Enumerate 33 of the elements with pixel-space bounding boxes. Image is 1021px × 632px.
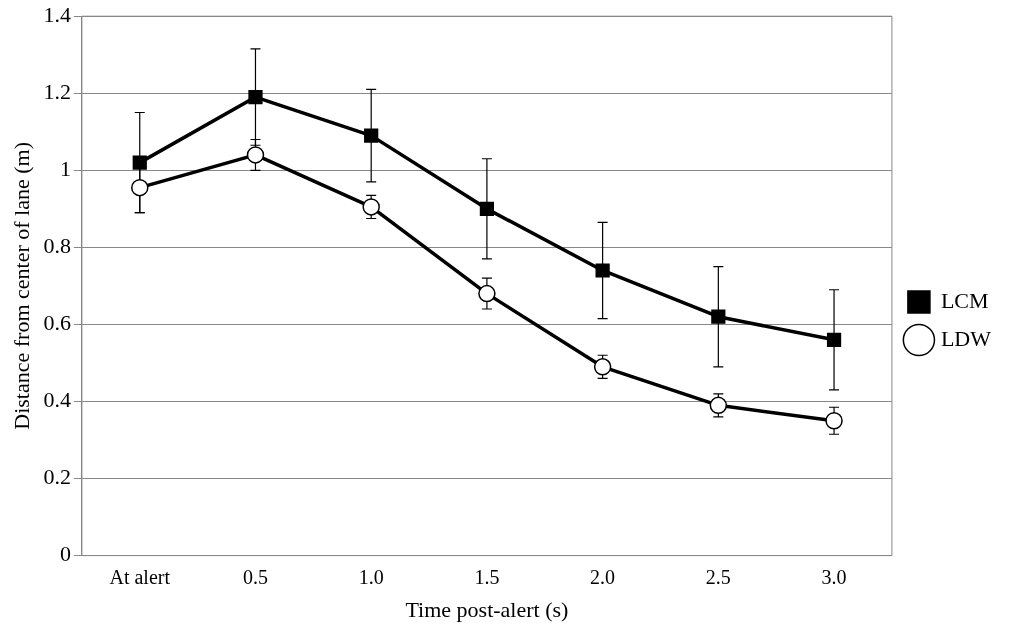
point <box>825 412 843 430</box>
x-axis-title: Time post-alert (s) <box>405 596 569 622</box>
x-tick-label: 3.0 <box>821 565 847 588</box>
point <box>478 284 496 303</box>
y-tick-label: 0.2 <box>43 464 71 490</box>
point <box>711 309 726 324</box>
x-tick-label: 0.5 <box>242 565 268 588</box>
point <box>364 128 379 143</box>
point <box>593 358 612 376</box>
point <box>131 178 149 197</box>
point <box>132 155 147 170</box>
legend-label: LCM <box>940 287 989 313</box>
point <box>362 198 380 216</box>
y-tick-label: 0.6 <box>43 310 71 336</box>
y-tick-label: 1 <box>59 156 71 182</box>
x-tick-label: 1.5 <box>474 565 500 588</box>
point <box>248 90 263 105</box>
x-tick-label: At alert <box>109 565 171 588</box>
point <box>595 263 610 278</box>
point <box>246 146 265 164</box>
point <box>826 332 842 347</box>
y-tick-label: 0 <box>59 541 71 567</box>
x-tick-label: 1.0 <box>358 565 384 588</box>
point <box>709 396 728 415</box>
y-tick-label: 1.2 <box>43 79 71 105</box>
y-tick-label: 0.8 <box>43 233 71 259</box>
point <box>479 201 495 216</box>
y-tick-label: 0.4 <box>43 387 71 413</box>
y-tick-label: 1.4 <box>43 1 71 27</box>
x-tick-label: 2.0 <box>590 565 616 588</box>
legend-label: LDW <box>940 325 992 351</box>
x-tick-label: 2.5 <box>705 565 731 588</box>
y-axis-title: Distance from center of lane (m) <box>8 142 34 430</box>
